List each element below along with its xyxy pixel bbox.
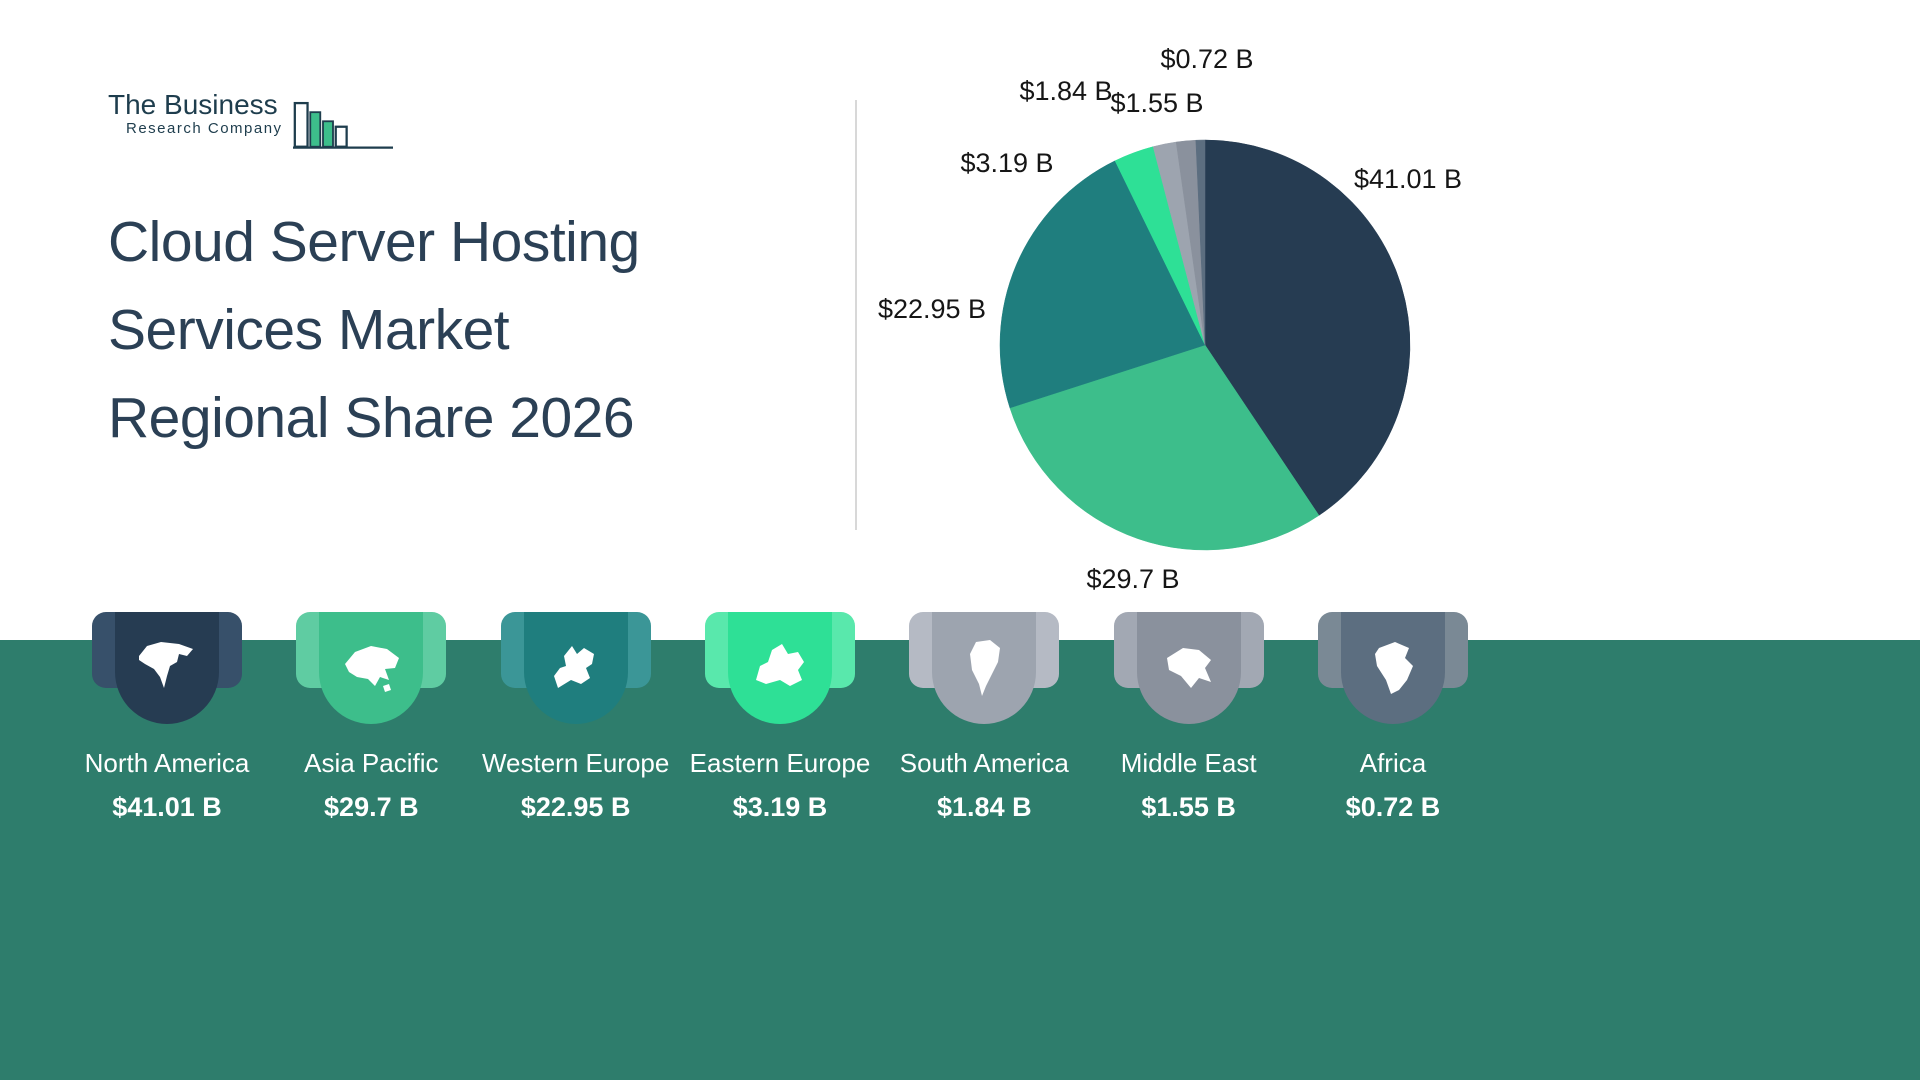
ribbon-front — [932, 612, 1037, 724]
region-value: $29.7 B — [324, 792, 419, 822]
pie-slice-asia-pacific — [1009, 344, 1320, 551]
pie-label-africa: $0.72 B — [1160, 44, 1253, 74]
region-ribbon — [500, 612, 651, 724]
region-ribbon — [296, 612, 447, 724]
eastern-europe-icon — [748, 636, 812, 700]
region-value: $41.01 B — [112, 792, 222, 822]
region-name: North America — [84, 748, 250, 778]
pie-label-south-america: $1.84 B — [1019, 76, 1112, 106]
legend-item-north-america: North America $41.01 B — [67, 612, 267, 823]
region-ribbon — [92, 612, 242, 724]
vertical-divider — [855, 100, 857, 530]
pie-label-eastern-europe: $3.19 B — [960, 148, 1053, 178]
middle-east-icon — [1157, 636, 1221, 700]
region-ribbon — [1317, 612, 1468, 724]
region-value: $1.55 B — [1141, 792, 1236, 822]
pie-slice-africa — [1195, 139, 1206, 346]
legend-item-south-america: South America $1.84 B — [884, 612, 1084, 823]
region-ribbon — [704, 612, 855, 724]
legend-item-africa: Africa $0.72 B — [1293, 612, 1493, 823]
region-name: South America — [899, 748, 1069, 778]
region-name: Asia Pacific — [304, 748, 439, 778]
pie-label-middle-east: $1.55 B — [1110, 88, 1203, 118]
legend-item-asia-pacific: Asia Pacific $29.7 B — [271, 612, 471, 823]
regional-share-pie-chart: $41.01 B $29.7 B $22.95 B $3.19 B $1.84 B$1.… — [878, 44, 1462, 594]
pie-chart-area: $41.01 B $29.7 B $22.95 B $3.19 B $1.84 B $1.… — [860, 30, 1550, 625]
region-name: Western Europe — [481, 748, 670, 778]
ribbon-front — [115, 612, 219, 724]
north-america-icon — [135, 636, 199, 700]
logo-line1: The Business — [108, 89, 278, 120]
asia-pacific-icon — [339, 636, 403, 700]
ribbon-front — [727, 612, 832, 724]
ribbon-front — [319, 612, 424, 724]
company-logo: The Business Research Company — [108, 90, 393, 158]
pie-slice-western-europe — [999, 160, 1206, 409]
page-title: Cloud Server Hosting Services Market Reg… — [108, 198, 640, 462]
western-europe-icon — [544, 636, 608, 700]
region-value: $1.84 B — [937, 792, 1032, 822]
pie-label-north-america: $41.01 B — [1354, 164, 1462, 194]
region-name: Middle East — [1120, 748, 1257, 778]
title-line-1: Cloud Server Hosting — [108, 210, 640, 274]
logo-line2: Research Company — [126, 120, 283, 137]
region-name: Eastern Europe — [689, 748, 871, 778]
pie-label-western-europe: $22.95 B — [878, 294, 986, 324]
title-line-2: Services Market — [108, 298, 510, 362]
legend-item-western-europe: Western Europe $22.95 B — [476, 612, 676, 823]
south-america-icon — [952, 636, 1016, 700]
legend-row: North America $41.01 B Asia Pacific $29.… — [67, 612, 1493, 823]
title-line-3: Regional Share 2026 — [108, 386, 635, 450]
logo-bars-icon — [292, 101, 393, 149]
region-ribbon — [909, 612, 1060, 724]
ribbon-front — [1340, 612, 1445, 724]
region-value: $22.95 B — [520, 792, 631, 822]
region-value: $3.19 B — [732, 792, 828, 822]
region-ribbon — [1113, 612, 1264, 724]
ribbon-front — [523, 612, 628, 724]
region-value: $0.72 B — [1345, 792, 1441, 822]
company-logo-text: The Business Research Company — [108, 89, 283, 138]
africa-icon — [1361, 636, 1425, 700]
legend-item-middle-east: Middle East $1.55 B — [1089, 612, 1289, 823]
region-name: Africa — [1359, 748, 1427, 778]
ribbon-front — [1136, 612, 1241, 724]
legend-item-eastern-europe: Eastern Europe $3.19 B — [680, 612, 880, 823]
pie-label-asia-pacific: $29.7 B — [1086, 564, 1179, 594]
